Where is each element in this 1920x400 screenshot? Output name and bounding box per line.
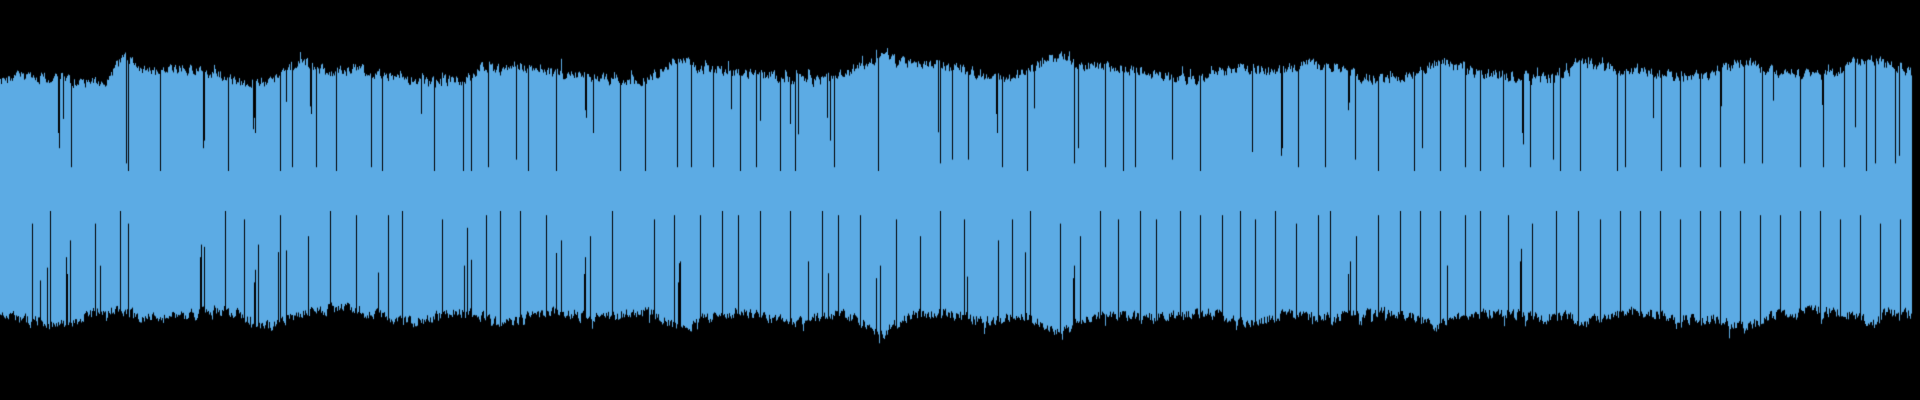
audio-waveform-canvas[interactable] [0,0,1920,400]
audio-waveform-panel[interactable] [0,0,1920,400]
